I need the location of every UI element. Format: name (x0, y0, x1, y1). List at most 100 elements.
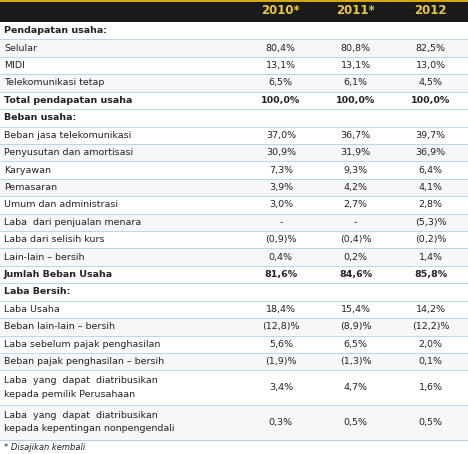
Text: (0,9)%: (0,9)% (265, 235, 297, 244)
Text: 100,0%: 100,0% (261, 96, 300, 105)
Text: 2,0%: 2,0% (418, 340, 443, 349)
Text: 36,7%: 36,7% (341, 131, 371, 140)
Bar (0, 74, 468, 92)
Text: 80,4%: 80,4% (266, 44, 296, 53)
Text: 6,1%: 6,1% (344, 79, 368, 88)
Text: Jumlah Beban Usaha: Jumlah Beban Usaha (4, 270, 113, 279)
Bar (0, 213, 468, 231)
Text: Beban lain-lain – bersih: Beban lain-lain – bersih (4, 322, 115, 331)
Text: 0,4%: 0,4% (269, 252, 293, 262)
Bar (0, 0, 468, 22)
Text: 0,2%: 0,2% (344, 252, 368, 262)
Text: kepada kepentingan nonpengendali: kepada kepentingan nonpengendali (4, 424, 175, 434)
Bar (0, 127, 468, 144)
Bar (0, 179, 468, 196)
Text: (1,9)%: (1,9)% (265, 357, 297, 366)
Bar (0, 196, 468, 213)
Text: Total pendapatan usaha: Total pendapatan usaha (4, 96, 132, 105)
Text: 1,4%: 1,4% (418, 252, 443, 262)
Text: (1,3)%: (1,3)% (340, 357, 372, 366)
Text: Beban pajak penghasilan – bersih: Beban pajak penghasilan – bersih (4, 357, 164, 366)
Text: 84,6%: 84,6% (339, 270, 372, 279)
Text: 2011*: 2011* (336, 5, 375, 18)
Bar (0, 283, 468, 301)
Text: (0,4)%: (0,4)% (340, 235, 372, 244)
Text: 13,0%: 13,0% (416, 61, 446, 70)
Bar (0, 231, 468, 248)
Text: 6,5%: 6,5% (344, 340, 368, 349)
Text: 30,9%: 30,9% (266, 148, 296, 157)
Bar (0, 144, 468, 161)
Text: (8,9)%: (8,9)% (340, 322, 372, 331)
Bar (0, 109, 468, 127)
Bar (0, 39, 468, 57)
Text: 0,5%: 0,5% (418, 418, 443, 427)
Text: 13,1%: 13,1% (341, 61, 371, 70)
Text: 9,3%: 9,3% (344, 166, 368, 174)
Text: Penyusutan dan amortisasi: Penyusutan dan amortisasi (4, 148, 133, 157)
Text: kepada pemilik Perusahaan: kepada pemilik Perusahaan (4, 390, 135, 399)
Bar (0, 0, 468, 2)
Text: Laba  dari penjualan menara: Laba dari penjualan menara (4, 218, 141, 227)
Text: Laba dari selisih kurs: Laba dari selisih kurs (4, 235, 104, 244)
Text: Pendapatan usaha:: Pendapatan usaha: (4, 26, 107, 35)
Text: (12,8)%: (12,8)% (262, 322, 300, 331)
Text: 13,1%: 13,1% (266, 61, 296, 70)
Text: Laba  yang  dapat  diatribusikan: Laba yang dapat diatribusikan (4, 411, 158, 420)
Bar (0, 22, 468, 39)
Text: Laba sebelum pajak penghasilan: Laba sebelum pajak penghasilan (4, 340, 161, 349)
Bar (0, 405, 468, 440)
Text: 31,9%: 31,9% (341, 148, 371, 157)
Text: MIDI: MIDI (4, 61, 25, 70)
Text: 39,7%: 39,7% (416, 131, 446, 140)
Text: 6,4%: 6,4% (418, 166, 443, 174)
Text: 4,7%: 4,7% (344, 383, 368, 392)
Text: (0,2)%: (0,2)% (415, 235, 446, 244)
Text: Laba Usaha: Laba Usaha (4, 305, 60, 314)
Text: -: - (279, 218, 283, 227)
Text: 0,5%: 0,5% (344, 418, 368, 427)
Text: Selular: Selular (4, 44, 37, 53)
Text: 80,8%: 80,8% (341, 44, 371, 53)
Bar (0, 248, 468, 266)
Text: 14,2%: 14,2% (416, 305, 446, 314)
Text: 81,6%: 81,6% (264, 270, 297, 279)
Text: 7,3%: 7,3% (269, 166, 293, 174)
Text: 18,4%: 18,4% (266, 305, 296, 314)
Bar (0, 336, 468, 353)
Text: 82,5%: 82,5% (416, 44, 446, 53)
Text: Karyawan: Karyawan (4, 166, 51, 174)
Text: 1,6%: 1,6% (418, 383, 443, 392)
Text: 2012: 2012 (414, 5, 447, 18)
Text: 85,8%: 85,8% (414, 270, 447, 279)
Text: -: - (354, 218, 358, 227)
Text: Lain-lain – bersih: Lain-lain – bersih (4, 252, 85, 262)
Text: Laba  yang  dapat  diatribusikan: Laba yang dapat diatribusikan (4, 376, 158, 385)
Text: 0,1%: 0,1% (418, 357, 443, 366)
Text: 15,4%: 15,4% (341, 305, 371, 314)
Text: 3,9%: 3,9% (269, 183, 293, 192)
Text: 3,0%: 3,0% (269, 200, 293, 209)
Text: 4,5%: 4,5% (418, 79, 443, 88)
Text: 2,7%: 2,7% (344, 200, 368, 209)
Text: 4,2%: 4,2% (344, 183, 368, 192)
Bar (0, 370, 468, 405)
Bar (0, 92, 468, 109)
Text: Pemasaran: Pemasaran (4, 183, 57, 192)
Text: * Disajikan kembali: * Disajikan kembali (4, 443, 85, 451)
Text: 4,1%: 4,1% (418, 183, 443, 192)
Text: 100,0%: 100,0% (336, 96, 375, 105)
Text: Beban jasa telekomunikasi: Beban jasa telekomunikasi (4, 131, 131, 140)
Text: 3,4%: 3,4% (269, 383, 293, 392)
Text: 5,6%: 5,6% (269, 340, 293, 349)
Bar (0, 353, 468, 370)
Text: 6,5%: 6,5% (269, 79, 293, 88)
Bar (0, 266, 468, 283)
Text: 2,8%: 2,8% (418, 200, 443, 209)
Text: Umum dan administrasi: Umum dan administrasi (4, 200, 118, 209)
Text: 36,9%: 36,9% (416, 148, 446, 157)
Bar (0, 301, 468, 318)
Bar (0, 57, 468, 74)
Text: 2010*: 2010* (262, 5, 300, 18)
Bar (0, 161, 468, 179)
